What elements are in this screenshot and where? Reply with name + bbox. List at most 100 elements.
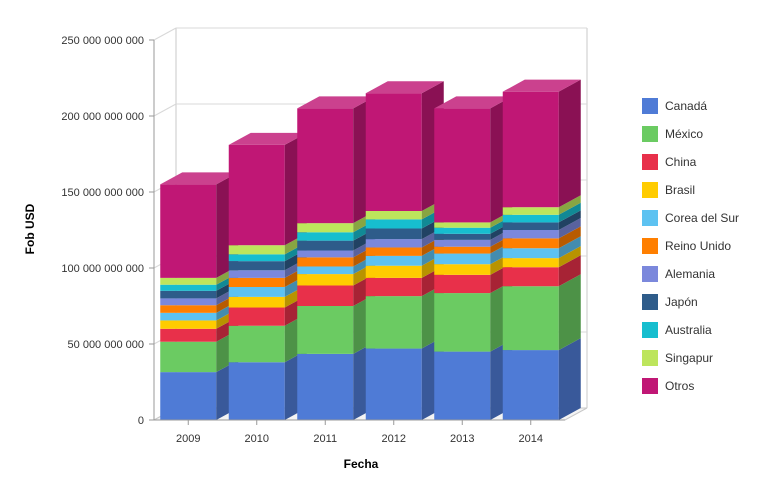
- bar-segment-2011-brasil: [297, 274, 354, 286]
- bar-segment-2012-japón: [365, 228, 422, 240]
- bar-segment-2011-singapur: [297, 223, 354, 233]
- bar-side-2014-alemania: [558, 218, 581, 239]
- bar-side-2014-otros: [558, 79, 581, 208]
- bar-side-2014-canadá: [558, 338, 581, 420]
- bar-top-2013: [434, 96, 513, 109]
- y-tick-label: 250 000 000 000: [61, 35, 144, 47]
- bar-stack-2013: [434, 96, 513, 420]
- legend-label: Alemania: [665, 267, 716, 281]
- bar-stack-2012: [365, 81, 444, 420]
- bar-segment-2014-japón: [502, 222, 559, 230]
- bar-segment-2010-reino-unido: [228, 277, 285, 287]
- bar-side-2014-singapur: [558, 195, 581, 215]
- legend-swatch: [642, 154, 658, 170]
- legend-swatch: [642, 210, 658, 226]
- bar-segment-2014-singapur: [502, 207, 559, 215]
- legend-item[interactable]: México: [642, 120, 754, 148]
- legend-item[interactable]: Otros: [642, 372, 754, 400]
- bar-segment-2011-china: [297, 285, 354, 306]
- legend-item[interactable]: China: [642, 148, 754, 176]
- bar-side-2014-corea-del-sur: [558, 236, 581, 259]
- bar-top-2014: [502, 79, 581, 92]
- bar-stack-2009: [160, 172, 239, 420]
- x-tick-label: 2009: [176, 433, 200, 445]
- bar-segment-2013-canadá: [434, 351, 491, 420]
- bar-segment-2013-otros: [434, 108, 491, 223]
- legend-label: Reino Unido: [665, 239, 732, 253]
- bar-stack-2011: [297, 96, 376, 420]
- legend-swatch: [642, 294, 658, 310]
- bar-segment-2011-corea-del-sur: [297, 266, 354, 275]
- bar-segment-2010-corea-del-sur: [228, 287, 285, 297]
- bar-segment-2013-singapur: [434, 222, 491, 228]
- legend-item[interactable]: Canadá: [642, 92, 754, 120]
- bar-segment-2009-alemania: [160, 298, 217, 306]
- axes-layer: 0 50 000 000 000 100 000 000 000 150 000 00…: [61, 35, 565, 445]
- legend-swatch: [642, 378, 658, 394]
- bar-segment-2010-brasil: [228, 296, 285, 308]
- y-tick-label: 100 000 000 000: [61, 263, 144, 275]
- x-tick-label: 2014: [519, 433, 543, 445]
- bar-segment-2013-reino-unido: [434, 246, 491, 254]
- x-tick-label: 2013: [450, 433, 474, 445]
- bar-segment-2011-alemania: [297, 250, 354, 258]
- bar-segment-2013-china: [434, 274, 491, 294]
- legend-item[interactable]: Reino Unido: [642, 232, 754, 260]
- y-tick-label: 50 000 000 000: [68, 339, 144, 351]
- legend-swatch: [642, 98, 658, 114]
- legend-label: Corea del Sur: [665, 211, 740, 225]
- bar-segment-2009-brasil: [160, 320, 217, 329]
- bar-segment-2012-australia: [365, 219, 422, 229]
- bar-segment-2014-canadá: [502, 350, 559, 420]
- bar-segment-2014-china: [502, 267, 559, 287]
- legend-label: China: [665, 155, 697, 169]
- bar-segment-2010-otros: [228, 144, 285, 246]
- bar-segment-2014-alemania: [502, 230, 559, 239]
- legend-item[interactable]: Australia: [642, 316, 754, 344]
- bars-layer: [160, 79, 581, 420]
- legend-swatch: [642, 322, 658, 338]
- bar-segment-2010-australia: [228, 254, 285, 262]
- bar-segment-2012-brasil: [365, 265, 422, 278]
- y-tick-label: 0: [138, 415, 144, 427]
- bar-segment-2011-canadá: [297, 353, 354, 420]
- legend-label: Japón: [665, 295, 698, 309]
- legend-swatch: [642, 182, 658, 198]
- bar-segment-2009-méxico: [160, 341, 217, 373]
- bar-segment-2013-australia: [434, 227, 491, 234]
- bar-segment-2009-otros: [160, 184, 217, 278]
- bar-side-2014-china: [558, 255, 581, 287]
- bar-side-2014-méxico: [558, 274, 581, 351]
- bar-segment-2011-australia: [297, 232, 354, 241]
- legend-swatch: [642, 238, 658, 254]
- gridline-side: [153, 103, 177, 117]
- bar-segment-2012-corea-del-sur: [365, 255, 422, 266]
- bar-segment-2014-corea-del-sur: [502, 248, 559, 259]
- legend-item[interactable]: Corea del Sur: [642, 204, 754, 232]
- legend-item[interactable]: Brasil: [642, 176, 754, 204]
- bar-segment-2011-reino-unido: [297, 257, 354, 267]
- legend-item[interactable]: Japón: [642, 288, 754, 316]
- bar-segment-2012-china: [365, 277, 422, 297]
- bar-segment-2012-otros: [365, 93, 422, 211]
- bar-segment-2013-alemania: [434, 239, 491, 247]
- x-tick-label: 2011: [313, 433, 337, 445]
- legend-item[interactable]: Alemania: [642, 260, 754, 288]
- legend-item[interactable]: Singapur: [642, 344, 754, 372]
- bar-segment-2009-canadá: [160, 372, 217, 420]
- x-tick-label: 2012: [382, 433, 406, 445]
- bar-segment-2014-australia: [502, 214, 559, 223]
- bar-top-2009: [160, 172, 239, 185]
- y-tick-label: 200 000 000 000: [61, 111, 144, 123]
- bar-segment-2013-brasil: [434, 264, 491, 275]
- bar-segment-2010-singapur: [228, 245, 285, 255]
- bar-segment-2011-japón: [297, 240, 354, 251]
- legend-label: México: [665, 127, 704, 141]
- bar-segment-2012-singapur: [365, 211, 422, 220]
- legend-label: Australia: [665, 323, 712, 337]
- bar-stack-2014: [502, 79, 581, 420]
- bar-top-2010: [228, 132, 307, 145]
- bar-segment-2010-alemania: [228, 270, 285, 278]
- bar-segment-2010-méxico: [228, 325, 285, 363]
- bar-segment-2009-reino-unido: [160, 305, 217, 313]
